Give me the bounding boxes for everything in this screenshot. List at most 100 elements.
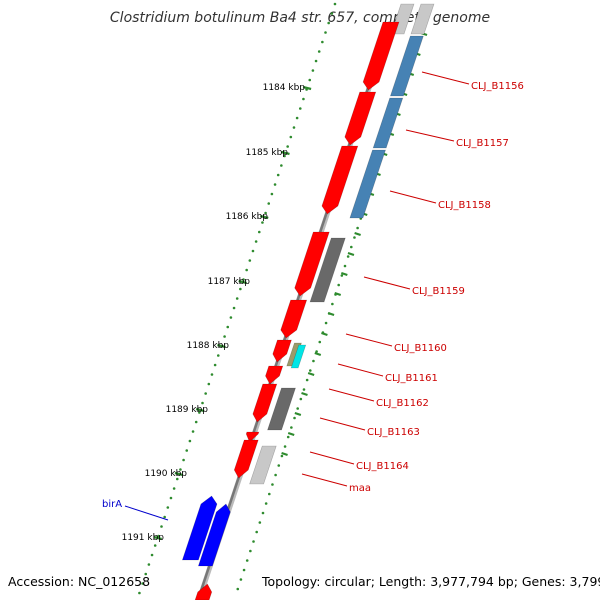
gc-dot-left — [327, 21, 330, 25]
gc-dash — [314, 351, 322, 357]
gene-label-clj-b1161: CLJ_B1161 — [385, 373, 438, 384]
gc-dot-right — [296, 407, 299, 410]
leader-line — [124, 505, 169, 521]
gc-dot-left — [153, 544, 157, 547]
kbp-tick — [238, 279, 247, 285]
kbp-ticks — [153, 85, 312, 541]
gc-dot-right — [245, 559, 249, 562]
leader-line — [345, 333, 393, 347]
gc-dot-left — [188, 439, 192, 443]
gene-label-clj-b1157: CLJ_B1157 — [456, 138, 509, 149]
gc-dash — [354, 231, 361, 237]
gene-bira-1 — [181, 495, 218, 561]
gc-dot-right — [308, 369, 312, 372]
gc-dot-right — [318, 340, 322, 344]
gc-dot-left — [280, 164, 283, 167]
gc-dot-left — [308, 78, 312, 82]
gc-dot-left — [273, 183, 277, 186]
gc-dot-left — [207, 382, 211, 386]
kbp-label-1186: 1186 kbp — [226, 212, 269, 222]
gc-track — [138, 2, 428, 595]
gc-dot-left — [289, 135, 293, 139]
gc-dot-left — [251, 249, 255, 253]
leader-line — [363, 276, 411, 290]
label-leaders — [124, 71, 470, 521]
gc-dot-left — [261, 221, 264, 224]
gc-dot-left — [254, 240, 258, 243]
gc-dot-left — [324, 31, 327, 34]
gene-label-clj-b1159: CLJ_B1159 — [412, 286, 465, 297]
gc-dot-right — [267, 492, 271, 496]
gc-dot-left — [317, 50, 321, 53]
gene-forward-1158 — [321, 145, 359, 215]
gc-dot-left — [330, 12, 334, 15]
gc-dot-right — [236, 587, 240, 591]
gc-dot-right — [343, 264, 347, 268]
gc-dot-left — [201, 401, 204, 405]
leader-line — [309, 451, 355, 465]
gc-dot-right — [324, 321, 328, 325]
gene-forward-1156 — [362, 21, 400, 91]
gc-dot-right — [261, 511, 265, 515]
gc-dot-right — [299, 397, 303, 401]
gc-dot-right — [290, 426, 293, 429]
gc-dot-left — [194, 420, 198, 424]
gc-dot-left — [298, 107, 302, 110]
kbp-label-group: 1184 kbp 1185 kbp 1186 kbp 1187 kbp 1188… — [122, 83, 306, 543]
gene-forward-1159 — [294, 231, 330, 297]
kbp-tick — [281, 150, 290, 156]
topology-text: Topology: circular; Length: 3,977,794 bp… — [261, 574, 600, 589]
gc-dot-left — [229, 316, 233, 319]
gc-dot-left — [292, 126, 296, 129]
gc-dot-left — [264, 211, 267, 215]
gc-dash — [340, 271, 348, 277]
gc-dot-right — [249, 549, 252, 553]
gc-dot-right — [271, 483, 274, 486]
gc-dot-right — [239, 578, 243, 581]
kbp-label-1188: 1188 kbp — [187, 341, 230, 351]
gc-dot-left — [169, 496, 173, 500]
gene-grey-1159 — [309, 237, 346, 303]
gc-dot-left — [242, 278, 245, 281]
leader-line — [389, 190, 437, 204]
gc-dot-left — [302, 97, 305, 101]
gc-dot-left — [333, 2, 337, 6]
gene-forward-1164 — [233, 439, 259, 479]
gc-dot-left — [144, 572, 148, 576]
gc-dot-left — [270, 192, 274, 196]
gc-dot-left — [295, 116, 299, 120]
gc-dot-right — [350, 245, 353, 249]
gene-forward-1162 — [252, 383, 278, 423]
gc-dot-left — [179, 468, 182, 471]
gc-dot-left — [216, 354, 220, 357]
gc-dash — [321, 331, 328, 337]
gc-dot-right — [258, 521, 262, 524]
gc-dot-left — [257, 230, 261, 234]
gc-dot-right — [312, 359, 315, 363]
gc-dash — [334, 291, 342, 297]
map-title: Clostridium botulinum Ba4 str. 657, comp… — [110, 10, 490, 26]
gene-label-clj-b1164: CLJ_B1164 — [356, 461, 409, 472]
gc-dot-left — [172, 487, 176, 490]
gc-dot-left — [175, 477, 179, 481]
gc-dot-left — [235, 297, 239, 300]
gene-label-clj-b1162: CLJ_B1162 — [376, 398, 429, 409]
kbp-tick — [174, 471, 184, 477]
gene-reverse-1158 — [349, 149, 386, 219]
gene-light-top-right — [410, 3, 435, 35]
gc-dot-right — [305, 378, 309, 382]
gc-dot-left — [166, 506, 170, 509]
gc-dash — [281, 451, 288, 457]
kbp-label-1185: 1185 kbp — [246, 148, 289, 158]
leader-line — [319, 417, 366, 431]
gene-forward-1160 — [280, 299, 308, 339]
gc-dot-right — [252, 540, 255, 543]
gene-label-clj-b1163: CLJ_B1163 — [367, 427, 420, 438]
gc-dot-right — [280, 454, 284, 458]
gc-dash — [294, 411, 302, 417]
gc-dot-left — [226, 325, 230, 329]
gc-dot-left — [150, 553, 154, 557]
gc-dot-right — [283, 445, 287, 448]
gene-label-maa: maa — [349, 483, 371, 494]
